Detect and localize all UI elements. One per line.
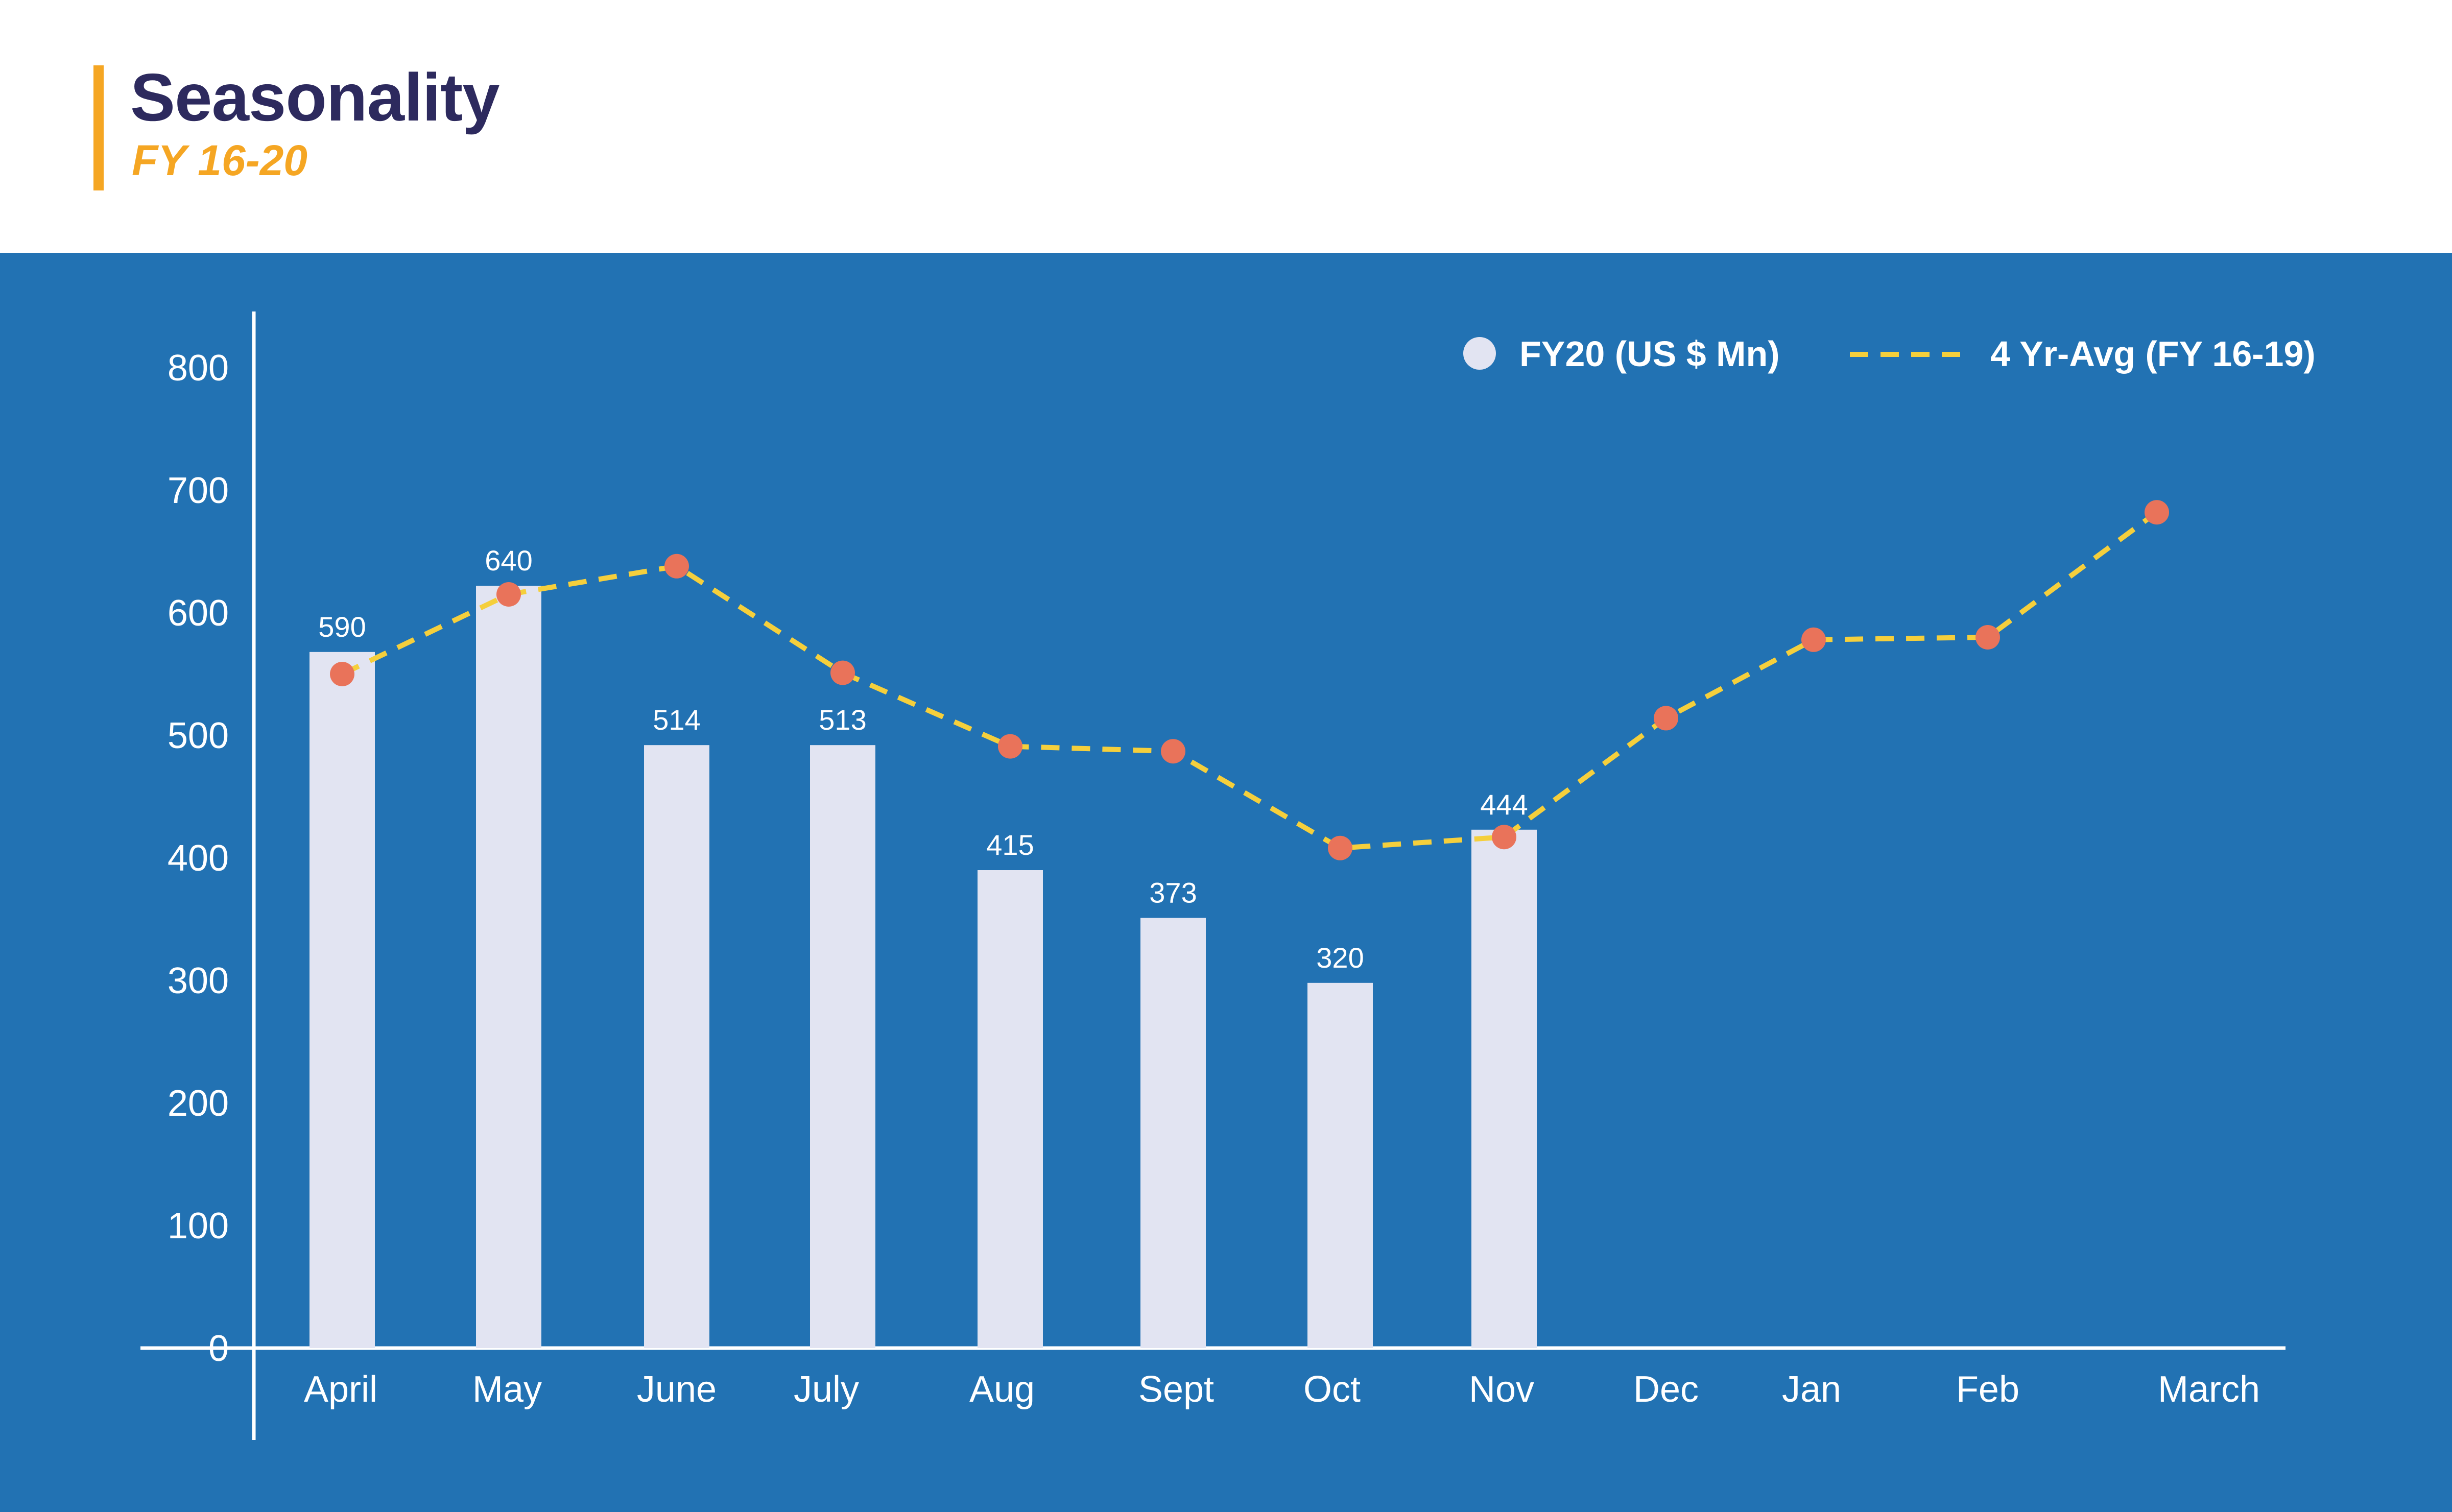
bar-data-label: 373 xyxy=(1149,877,1197,909)
x-tick-label: June xyxy=(637,1369,717,1410)
avg-line-marker xyxy=(1161,739,1185,764)
avg-line-marker xyxy=(1654,706,1678,731)
avg-line-marker xyxy=(998,734,1022,759)
chart-panel: 0 100 200 300 400 500 600 700 800 April May June Jul… xyxy=(0,253,2452,1512)
y-tick-label: 400 xyxy=(168,838,229,879)
bar xyxy=(1471,829,1537,1348)
avg-line-marker xyxy=(1492,825,1516,850)
avg-line-marker xyxy=(1328,835,1352,860)
avg-line-marker xyxy=(1975,625,2000,650)
avg-line-marker xyxy=(496,582,521,607)
legend-bar-label: FY20 (US $ Mn) xyxy=(1519,334,1780,374)
bar xyxy=(978,870,1043,1348)
y-tick-label: 100 xyxy=(168,1206,229,1246)
bar xyxy=(644,745,709,1348)
avg-line-marker xyxy=(664,554,689,579)
x-tick-label: Aug xyxy=(969,1369,1035,1410)
bar xyxy=(476,586,541,1348)
seasonality-chart: 0 100 200 300 400 500 600 700 800 April May June Jul… xyxy=(140,311,2316,1440)
bar-data-label: 513 xyxy=(819,704,866,736)
bar-data-label: 514 xyxy=(653,704,700,736)
page-title: Seasonality xyxy=(130,60,500,135)
avg-line-series xyxy=(341,510,2158,851)
bar xyxy=(810,745,875,1348)
page-subtitle: FY 16-20 xyxy=(132,136,307,184)
legend-line-label: 4 Yr-Avg (FY 16-19) xyxy=(1990,334,2316,374)
bar-data-label: 640 xyxy=(485,544,532,577)
bar-data-label: 415 xyxy=(986,829,1034,861)
x-tick-label: March xyxy=(2158,1369,2260,1410)
x-tick-label: Oct xyxy=(1303,1369,1361,1410)
y-tick-label: 0 xyxy=(208,1328,229,1369)
bar-data-label: 590 xyxy=(318,611,366,643)
y-tick-label: 600 xyxy=(168,593,229,634)
y-tick-label: 300 xyxy=(168,961,229,1001)
y-tick-label: 800 xyxy=(168,348,229,389)
x-tick-label: Dec xyxy=(1633,1369,1699,1410)
y-tick-label: 500 xyxy=(168,715,229,756)
x-tick-label: Sept xyxy=(1138,1369,1214,1410)
x-tick-label: Feb xyxy=(1956,1369,2019,1410)
bar xyxy=(1140,918,1206,1348)
bar-data-label: 444 xyxy=(1480,788,1528,821)
avg-line-marker xyxy=(330,662,354,686)
avg-line-marker xyxy=(2145,500,2169,525)
x-tick-label: Nov xyxy=(1469,1369,1534,1410)
x-tick-label: Jan xyxy=(1782,1369,1841,1410)
avg-line-marker xyxy=(830,660,855,685)
avg-line-marker xyxy=(1801,627,1826,652)
legend-bar-swatch xyxy=(1463,337,1496,370)
x-tick-label: July xyxy=(794,1369,859,1410)
x-tick-label: May xyxy=(472,1369,542,1410)
title-accent-bar xyxy=(93,65,104,190)
x-tick-label: April xyxy=(304,1369,377,1410)
bar xyxy=(310,652,375,1348)
y-tick-label: 200 xyxy=(168,1083,229,1124)
bar-data-label: 320 xyxy=(1316,942,1364,974)
bar xyxy=(1307,982,1373,1348)
y-tick-label: 700 xyxy=(168,470,229,511)
